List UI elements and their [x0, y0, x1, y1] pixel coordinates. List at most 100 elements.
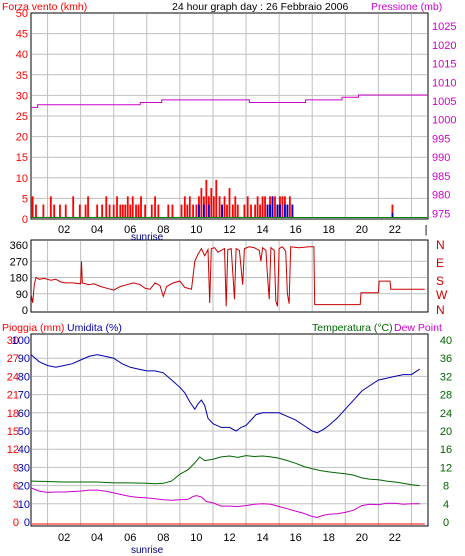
pressure-y-tick-label: 1020: [432, 40, 456, 52]
wind-bar: [234, 196, 237, 218]
direction-y-tick-label: 90: [16, 289, 28, 301]
rain-y-tick-label: 24: [7, 371, 19, 383]
temperature-y-tick-label: 12: [440, 462, 452, 474]
wind-bar: [210, 188, 213, 218]
wind-y-tick-label: 30: [16, 90, 28, 102]
wind-bar: [49, 196, 52, 218]
temperature-y-tick-label: 40: [440, 335, 452, 347]
wind-bar: [59, 204, 61, 218]
wind-bar: [188, 196, 191, 218]
wind-bar: [119, 204, 122, 218]
wind-x-tick-label: 14: [256, 224, 268, 236]
humidity-y-tick-label: 60: [18, 408, 30, 420]
rain-y-tick-label: 0: [13, 517, 19, 529]
wind-y-tick-label: 40: [16, 49, 28, 61]
wind-y-tick-label: 35: [16, 70, 28, 82]
wind-bar: [157, 204, 160, 218]
wind-x-tick-label: 10: [190, 224, 202, 236]
direction-y-tick-label: 180: [10, 273, 28, 285]
pressure-y-tick-label: 985: [432, 171, 450, 183]
rain-y-tick-label: 12: [7, 444, 19, 456]
wind-y-tick-label: 25: [16, 111, 28, 123]
wind-x-tick-label: 04: [91, 224, 103, 236]
humidity-y-tick-label: 70: [18, 390, 30, 402]
dewpoint-series-line: [30, 487, 420, 519]
wind-bar: [200, 188, 203, 218]
wind-bar: [256, 196, 259, 218]
wind-bar: [250, 204, 252, 218]
pressure-y-tick-label: 1005: [432, 96, 456, 108]
temperature-y-tick-label: 4: [443, 499, 449, 511]
sunrise-label-bottom: sunrise: [131, 545, 164, 556]
wind-bar: [231, 204, 234, 218]
wind-pressure-frame: [30, 12, 429, 220]
gust-bar: [207, 204, 210, 218]
pressure-y-tick-label: 1010: [432, 77, 456, 89]
rain-y-tick-label: 30: [7, 335, 19, 347]
wind-bar: [135, 204, 137, 218]
wind-bar: [259, 204, 262, 218]
wind-bar: [131, 196, 134, 218]
humidity-x-tick-label: 20: [356, 532, 368, 544]
gust-bar: [266, 204, 269, 218]
humidity-y-tick-label: 100: [12, 335, 30, 347]
wind-bar: [116, 196, 118, 218]
humidity-series-line: [30, 354, 420, 434]
wind-bar: [64, 204, 67, 218]
direction-frame: [30, 239, 429, 313]
wind-y-tick-label: 5: [22, 193, 28, 205]
temperature-y-tick-label: 16: [440, 444, 452, 456]
temperature-y-tick-label: 28: [440, 390, 452, 402]
wind-bar: [261, 196, 264, 218]
direction-y-tick-label: 360: [10, 240, 28, 252]
gust-bar: [284, 204, 286, 218]
wind-bar: [144, 204, 147, 218]
wind-bar: [246, 196, 249, 218]
wind-bar: [84, 204, 87, 218]
direction-series-line: [30, 246, 425, 307]
wind-bar: [72, 196, 75, 218]
wind-y-tick-label: 15: [16, 152, 28, 164]
pressure-y-tick-label: 1000: [432, 115, 456, 127]
rain-y-tick-label: 21: [7, 390, 19, 402]
temperature-y-tick-label: 0: [443, 517, 449, 529]
wind-bar: [101, 204, 104, 218]
humidity-x-tick-label: 12: [223, 532, 235, 544]
wind-bar: [223, 196, 226, 218]
temperature-axis-title: Temperatura (°C): [312, 322, 393, 334]
wind-bar: [186, 204, 189, 218]
wind-x-tick-label: 02: [58, 224, 70, 236]
gust-bar: [276, 204, 279, 218]
wind-bar: [288, 196, 291, 218]
temperature-y-tick-label: 36: [440, 353, 452, 365]
wind-y-tick-label: 20: [16, 132, 28, 144]
direction-y-tick-label: 0: [22, 305, 28, 317]
wind-y-tick-label: 50: [16, 8, 28, 20]
wind-bar: [226, 204, 228, 218]
wind-bar: [31, 196, 34, 218]
wind-bar: [108, 204, 111, 218]
wind-bar: [126, 196, 129, 218]
humidity-y-tick-label: 40: [18, 444, 30, 456]
wind-bar: [391, 204, 394, 218]
rain-y-tick-label: 6: [13, 481, 19, 493]
temperature-y-tick-label: 24: [440, 408, 452, 420]
humidity-x-tick-label: 06: [124, 532, 136, 544]
wind-bar: [215, 179, 218, 218]
pressure-y-tick-label: 1025: [432, 21, 456, 33]
wind-y-tick-label: 0: [22, 214, 28, 226]
wind-x-tick-label: 16: [290, 224, 302, 236]
wind-bar: [105, 196, 108, 218]
dewpoint-axis-title: Dew Point: [394, 322, 442, 334]
gust-bar: [286, 204, 289, 218]
wind-bar: [281, 196, 284, 218]
wind-bar: [212, 196, 215, 218]
temperature-series-line: [30, 455, 420, 487]
humidity-x-tick-label: 02: [58, 532, 70, 544]
humidity-y-tick-label: 10: [18, 499, 30, 511]
wind-x-tick-label: 22: [389, 224, 401, 236]
wind-bar: [137, 204, 140, 218]
humidity-y-tick-label: 50: [18, 426, 30, 438]
gust-bar: [269, 204, 271, 218]
